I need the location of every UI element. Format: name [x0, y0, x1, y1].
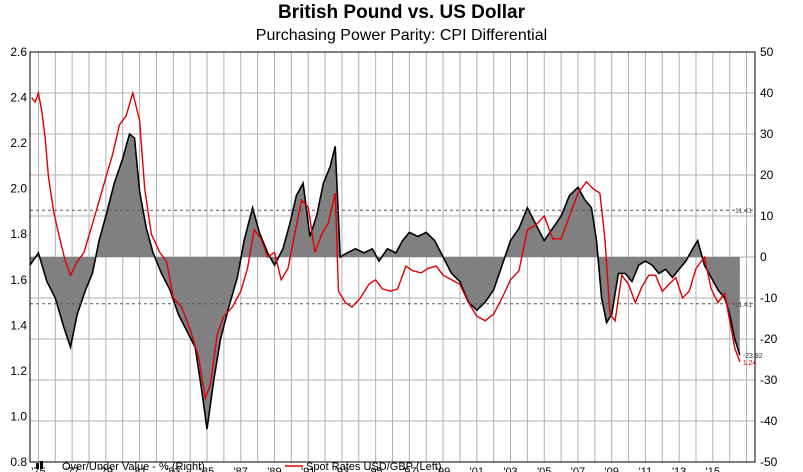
- legend: Over/Under Value - % (Right) Spot Rates U…: [36, 461, 442, 472]
- x-tick-label: '87: [234, 466, 248, 472]
- x-tick-label: '83: [166, 466, 180, 472]
- x-tick-label: '11: [639, 466, 653, 472]
- left-tick-label: 2.4: [10, 91, 27, 105]
- x-tick-label: '81: [132, 466, 146, 472]
- right-tick-label: -30: [760, 373, 778, 387]
- left-tick-label: 2.6: [10, 45, 27, 59]
- x-tick-label: '77: [65, 466, 79, 472]
- axis-labels: 0.81.01.21.41.61.82.02.22.42.6-50-40-30-…: [10, 45, 777, 472]
- x-tick-label: '99: [436, 466, 450, 472]
- end-value-label: -23.92: [743, 353, 763, 360]
- spot-rate-line: [31, 90, 741, 401]
- x-tick-label: '09: [605, 466, 619, 472]
- x-tick-label: '91: [301, 466, 315, 472]
- x-tick-label: '89: [267, 466, 281, 472]
- x-tick-label: '05: [537, 466, 551, 472]
- series-lines: -23.921.24: [31, 90, 763, 401]
- left-tick-label: 1.4: [10, 318, 27, 332]
- left-tick-label: 0.8: [10, 455, 27, 469]
- reference-lines: 11.41 -11.41: [30, 208, 755, 309]
- x-tick-label: '13: [672, 466, 686, 472]
- legend-swatch-area-bar2: [40, 461, 43, 469]
- left-tick-label: 1.6: [10, 273, 27, 287]
- value-area-layer: [29, 132, 741, 430]
- left-tick-label: 1.8: [10, 227, 27, 241]
- plot-frame: [29, 51, 756, 463]
- left-tick-label: 2.0: [10, 182, 27, 196]
- x-tick-label: '85: [200, 466, 214, 472]
- right-tick-label: -50: [760, 455, 778, 469]
- right-tick-label: 40: [760, 86, 774, 100]
- x-tick-label: '01: [470, 466, 484, 472]
- x-tick-label: '95: [368, 466, 382, 472]
- right-tick-label: 0: [760, 250, 767, 264]
- left-tick-label: 1.2: [10, 364, 27, 378]
- legend-label-value: Over/Under Value - % (Right): [62, 461, 205, 472]
- left-tick-label: 2.2: [10, 136, 27, 150]
- x-tick-label: '07: [571, 466, 585, 472]
- value-series-line: [29, 132, 741, 430]
- left-tick-label: 1.0: [10, 409, 27, 423]
- legend-label-spot: Spot Rates USD/GBP (Left): [306, 461, 442, 472]
- right-tick-label: 50: [760, 45, 774, 59]
- right-tick-label: -40: [760, 414, 778, 428]
- x-tick-label: '03: [503, 466, 517, 472]
- right-tick-label: 10: [760, 209, 774, 223]
- x-tick-label: '97: [402, 466, 416, 472]
- value-area-fill: [30, 134, 740, 430]
- x-tick-label: '15: [706, 466, 720, 472]
- legend-swatch-area-bar1: [36, 463, 39, 469]
- axes: [29, 51, 756, 463]
- right-tick-label: -20: [760, 332, 778, 346]
- x-tick-label: '93: [335, 466, 349, 472]
- x-tick-label: '79: [99, 466, 113, 472]
- right-tick-label: 30: [760, 127, 774, 141]
- end-value-label: 1.24: [743, 360, 757, 367]
- reference-line-label: 11.41: [735, 208, 752, 215]
- chart-title: British Pound vs. US Dollar: [277, 2, 526, 23]
- chart-subtitle: Purchasing Power Parity: CPI Differentia…: [255, 27, 548, 44]
- reference-line-label: -11.41: [733, 302, 752, 309]
- right-tick-label: -10: [760, 291, 778, 305]
- right-tick-label: 20: [760, 168, 774, 182]
